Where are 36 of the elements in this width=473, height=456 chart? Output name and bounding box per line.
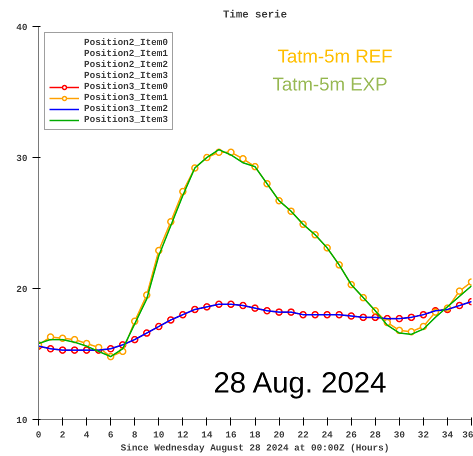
x-tick-label: 16 [225, 430, 237, 440]
x-tick-label: 20 [273, 430, 286, 440]
annotation: Tatm-5m EXP [272, 74, 388, 94]
x-tick-label: 34 [442, 430, 454, 440]
x-tick-label: 12 [177, 430, 189, 440]
y-tick-label: 30 [16, 153, 28, 164]
legend-label: Position3_Item0 [84, 81, 168, 92]
text: Position2_Item2 [84, 59, 168, 70]
text: Position2_Item0 [84, 37, 168, 48]
x-tick-label: 24 [322, 430, 334, 440]
chart-title: Time serie [223, 10, 287, 22]
x-tick-label: 32 [418, 430, 430, 440]
legend-label: Position3_Item3 [84, 114, 168, 125]
annotation: Tatm-5m REF [278, 46, 393, 66]
y-tick-label: 40 [16, 22, 28, 33]
legend-label: Position3_Item2 [84, 103, 168, 114]
x-tick-label: 4 [84, 430, 90, 440]
x-tick-label: 0 [36, 430, 42, 440]
x-tick-label: 30 [394, 430, 406, 440]
x-tick-label: 36 [462, 430, 473, 440]
y-tick-label: 10 [16, 415, 28, 426]
x-tick-label: 2 [60, 430, 66, 440]
x-tick-label: 22 [298, 430, 310, 440]
x-tick-label: 18 [249, 430, 261, 440]
x-tick-label: 28 [370, 430, 382, 440]
x-tick-label: 8 [132, 430, 138, 440]
y-tick-label: 20 [16, 284, 28, 295]
text: Position2_Item3 [84, 70, 168, 81]
x-axis-title: Since Wednesday August 28 2024 at 00:00Z (Hours) [120, 442, 390, 454]
annotation: 28 Aug. 2024 [214, 366, 386, 400]
x-tick-label: 26 [346, 430, 358, 440]
x-tick-label: 6 [108, 430, 114, 440]
x-tick-label: 10 [153, 430, 165, 440]
x-tick-label: 14 [201, 430, 213, 440]
legend-label: Position3_Item1 [84, 92, 168, 103]
text: Position2_Item1 [84, 48, 168, 59]
